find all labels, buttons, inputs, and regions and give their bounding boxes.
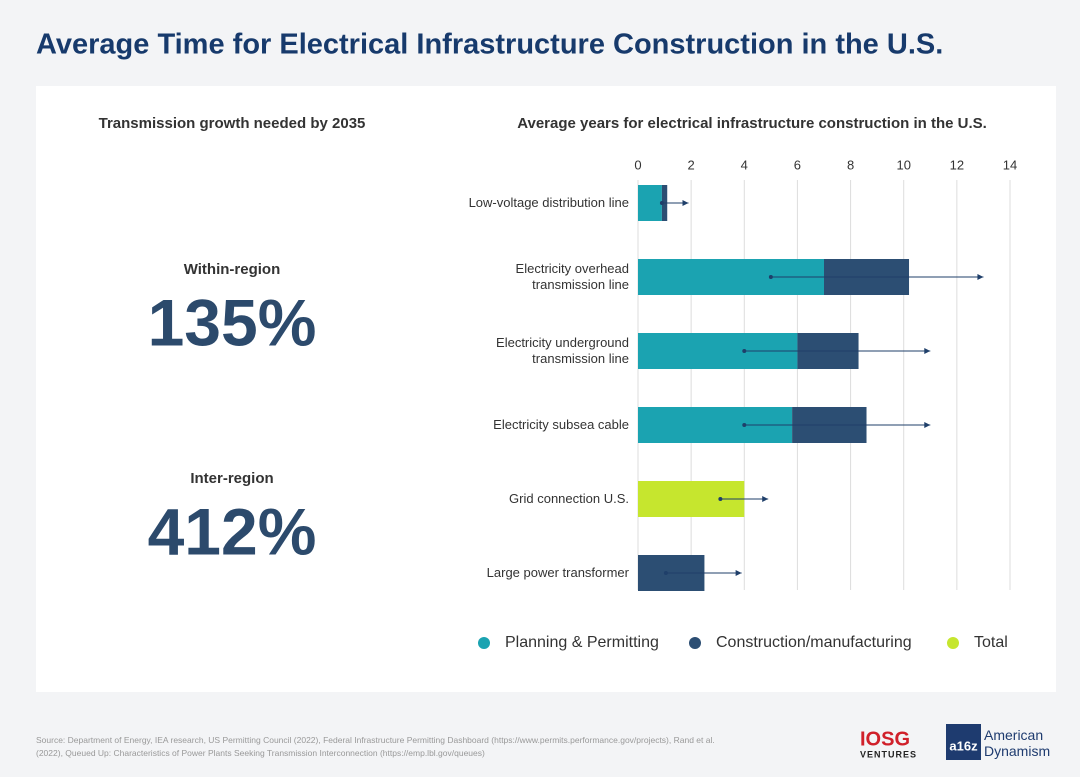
error-cap [742, 349, 747, 353]
x-tick-label: 12 [950, 157, 964, 172]
panel-heading: Transmission growth needed by 2035 [99, 115, 366, 132]
error-cap [742, 423, 747, 427]
logo-box [946, 724, 981, 760]
error-cap [659, 201, 664, 205]
category-label: Electricity overhead transmission line [515, 261, 629, 292]
chart-title: Average years for electrical infrastruct… [517, 115, 987, 132]
x-tick-label: 4 [741, 157, 748, 172]
error-cap [663, 571, 668, 575]
stat-label: Within-region [184, 261, 281, 278]
legend-label: Construction/manufacturing [716, 634, 912, 651]
x-tick-label: 10 [896, 157, 910, 172]
legend-marker [478, 637, 490, 649]
x-tick-label: 8 [847, 157, 854, 172]
category-label: Electricity subsea cable [493, 417, 629, 432]
error-cap [768, 275, 773, 279]
logo-sub: VENTURES [860, 749, 917, 759]
category-label: Low-voltage distribution line [468, 195, 629, 210]
error-cap [718, 497, 723, 501]
error-cap [762, 496, 769, 502]
error-cap [977, 274, 984, 280]
stat-label: Inter-region [190, 470, 273, 487]
legend-marker [947, 637, 959, 649]
page-title: Average Time for Electrical Infrastructu… [36, 29, 943, 61]
logo: a16z [949, 738, 978, 753]
card [36, 86, 1056, 692]
error-cap [682, 200, 689, 206]
category-label: Grid connection U.S. [509, 491, 629, 506]
bar [638, 185, 662, 221]
error-cap [924, 422, 931, 428]
x-tick-label: 2 [688, 157, 695, 172]
stat-value: 135% [148, 285, 317, 359]
legend-label: Planning & Permitting [505, 634, 659, 651]
stat-value: 412% [148, 494, 317, 568]
source: Source: Department of Energy, IEA resear… [36, 735, 715, 758]
x-tick-label: 0 [634, 157, 641, 172]
error-cap [735, 570, 742, 576]
category-label: Large power transformer [486, 565, 629, 580]
logo-text: American Dynamism [984, 727, 1051, 759]
legend-label: Total [974, 634, 1008, 651]
legend-marker [689, 637, 701, 649]
error-cap [924, 348, 931, 354]
category-label: Electricity underground transmission lin… [496, 335, 629, 366]
x-tick-label: 6 [794, 157, 801, 172]
logo: IOSG [860, 728, 910, 750]
x-tick-label: 14 [1003, 157, 1017, 172]
